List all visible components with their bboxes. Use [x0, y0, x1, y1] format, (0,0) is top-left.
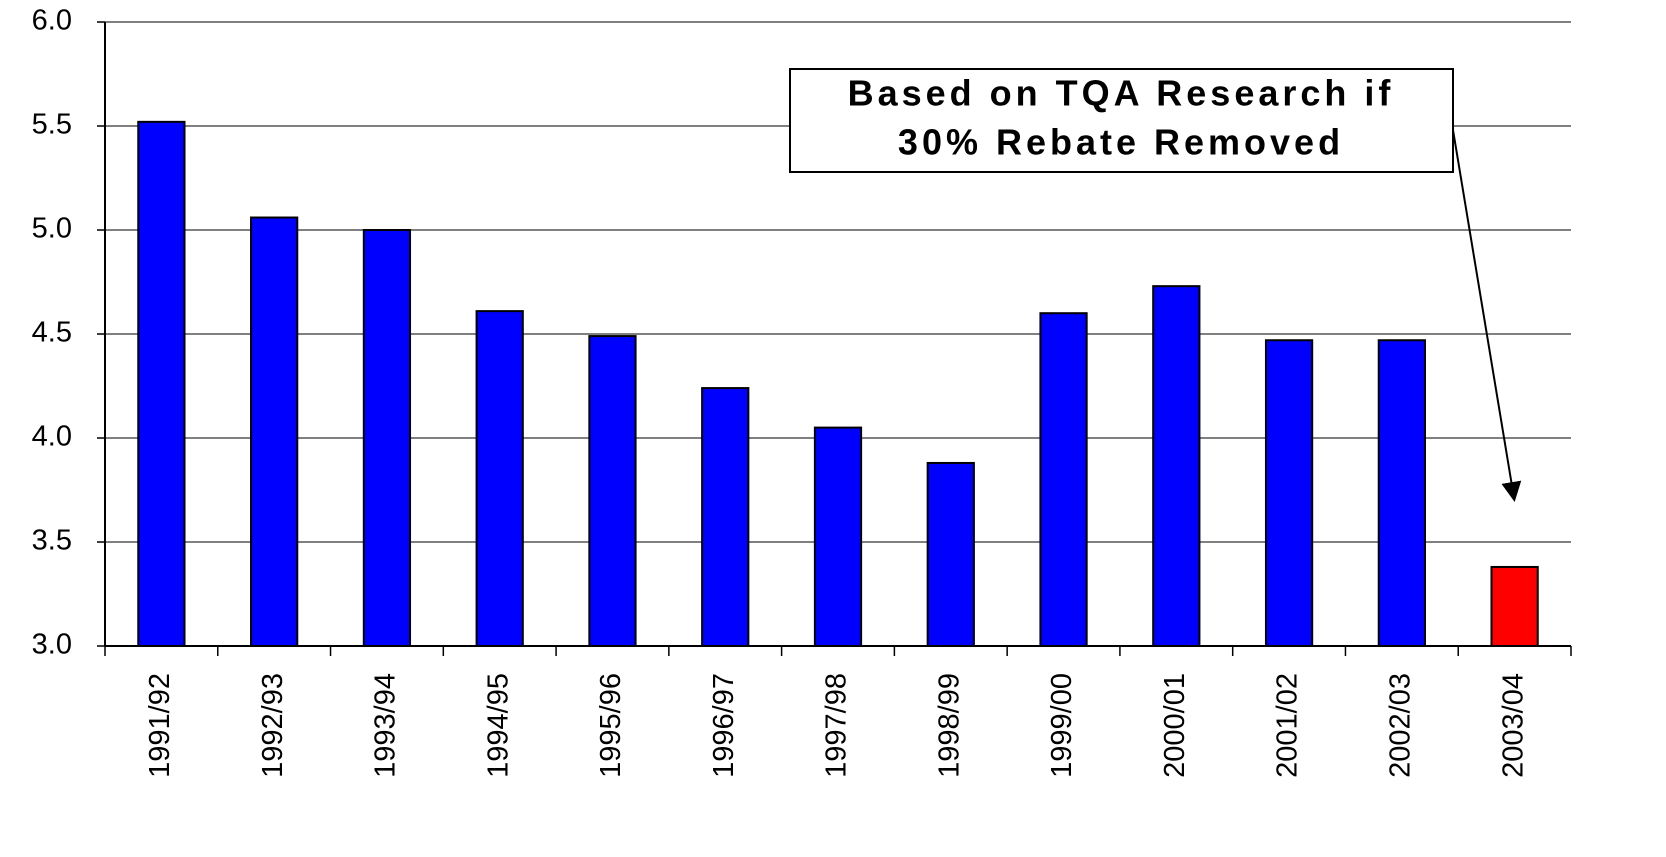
bar [1152, 285, 1201, 647]
bar [137, 120, 186, 647]
y-tick-label: 4.0 [32, 421, 72, 453]
y-tick-label: 3.0 [32, 629, 72, 661]
bar [588, 335, 637, 647]
x-tick-label: 1996/97 [708, 673, 740, 778]
x-tick-label: 2000/01 [1159, 673, 1191, 778]
x-tick-label: 2003/04 [1497, 673, 1529, 778]
bar [250, 216, 299, 648]
annotation-box [789, 68, 1454, 173]
bar [475, 310, 524, 647]
plot-area: 3.0 3.5 4.0 4.5 5.0 5.5 6.0 1991/92 1992/93 1993/… [32, 5, 1572, 778]
x-tick-label: 1998/99 [933, 673, 965, 778]
x-tick-label: 1994/95 [482, 673, 514, 778]
y-tick-label: 5.0 [32, 213, 72, 245]
x-tick-label: 1991/92 [144, 673, 176, 778]
y-tick-label: 6.0 [32, 5, 72, 37]
x-tick-label: 1995/96 [595, 673, 627, 778]
bar [926, 461, 975, 647]
bar [1264, 339, 1314, 647]
bar [813, 426, 863, 647]
annotation-text: 30% Rebate Removed [898, 122, 1344, 163]
y-tick-label: 5.5 [32, 109, 72, 141]
y-tick-label: 4.5 [32, 317, 72, 349]
annotation-arrow [1452, 129, 1522, 502]
bar [362, 229, 412, 647]
x-tick-label: 1992/93 [257, 673, 289, 778]
bar [701, 387, 750, 647]
bar [1490, 565, 1539, 648]
x-tick-label: 2001/02 [1272, 673, 1304, 778]
y-tick-label: 3.5 [32, 525, 72, 557]
x-tick-label: 2002/03 [1385, 673, 1417, 778]
annotation-text: Based on TQA Research if [848, 73, 1395, 114]
x-tick-label: 1999/00 [1046, 673, 1078, 778]
bar [1377, 339, 1426, 647]
bar [1039, 312, 1088, 647]
x-tick-label: 1993/94 [370, 673, 402, 778]
x-tick-label: 1997/98 [821, 673, 853, 778]
